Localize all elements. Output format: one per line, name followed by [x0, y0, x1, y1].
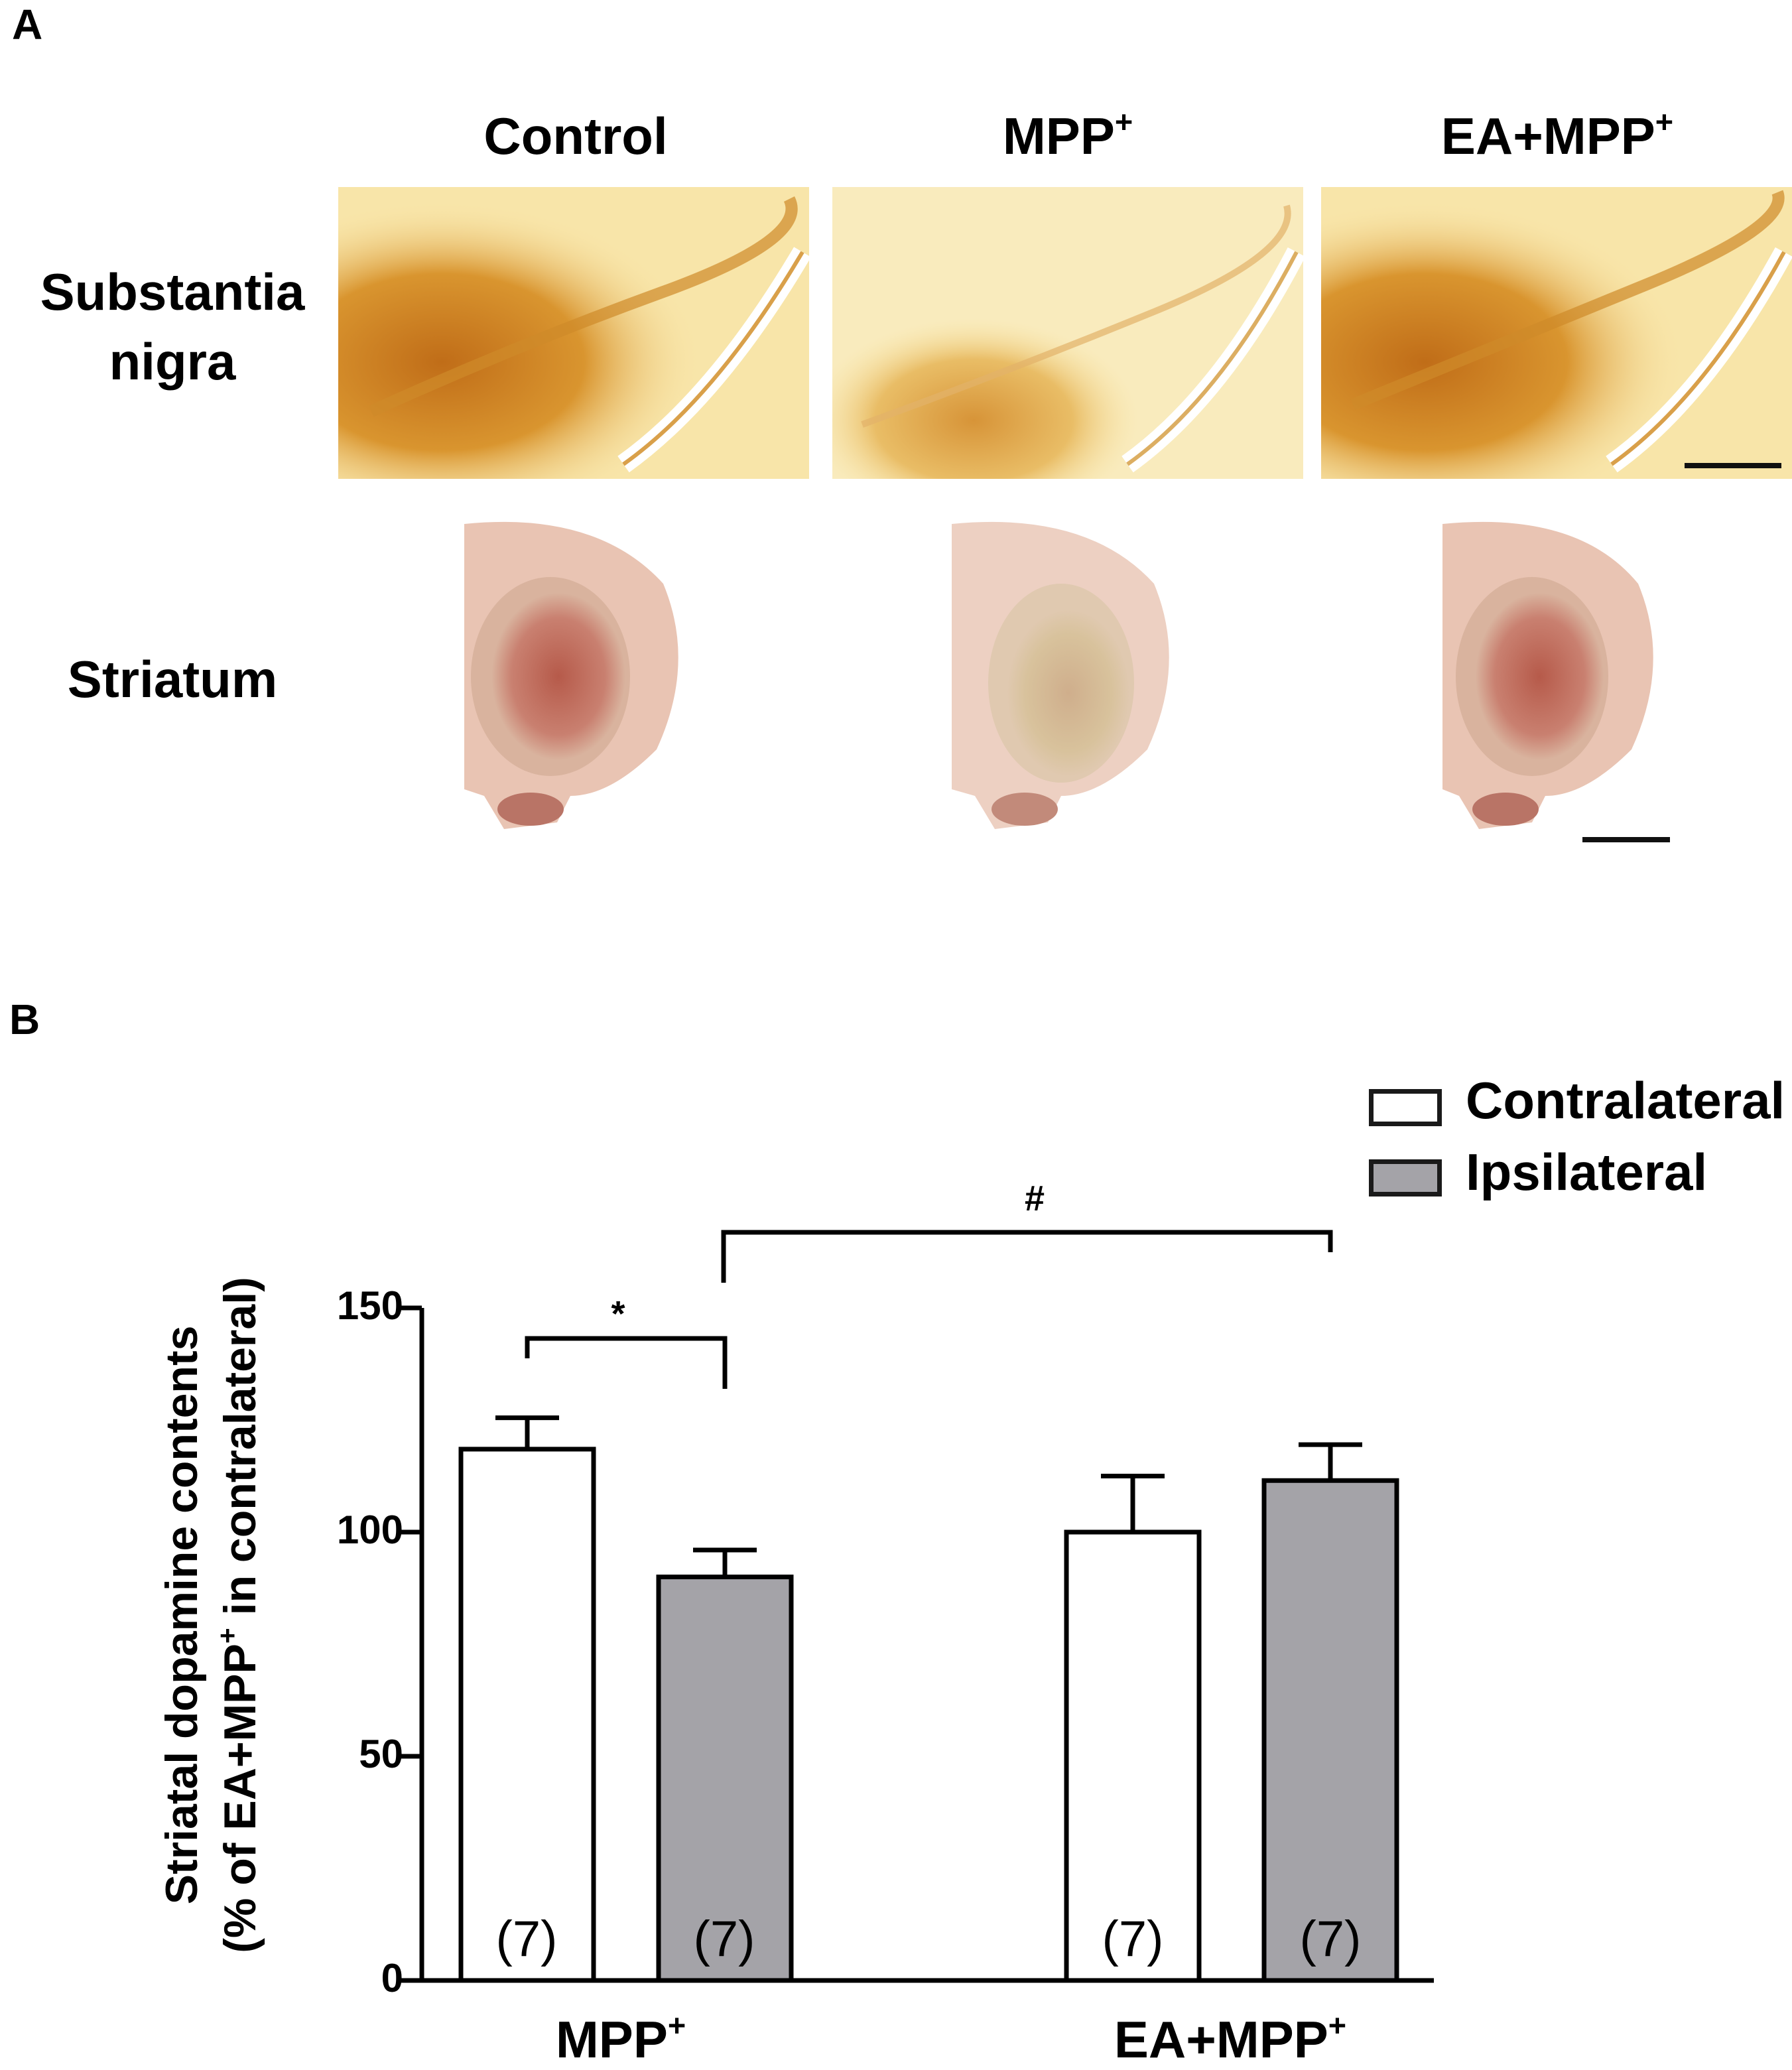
legend-label-contralateral: Contralateral — [1466, 1071, 1785, 1130]
column-title-control: Control — [483, 107, 668, 165]
image-mpp-striatum — [952, 521, 1169, 829]
y-tick-label-0: 0 — [381, 1956, 403, 2000]
bar — [458, 1447, 596, 1983]
significance-bracket-star — [525, 1336, 728, 1389]
row-label-striatum: Striatum — [67, 650, 278, 708]
micrograph-images — [338, 187, 1792, 842]
column-title-ea-mpp: EA+MPP+ — [1440, 104, 1674, 165]
legend-swatch-contralateral — [1369, 1089, 1442, 1126]
legend-swatch-ipsilateral — [1369, 1159, 1442, 1197]
bar-n-label: (7) — [693, 1911, 755, 1967]
x-group-label-ea-mpp: EA+MPP+ — [1114, 2008, 1347, 2069]
image-mpp-substantia-nigra — [832, 187, 1306, 479]
significance-bracket-hash — [721, 1230, 1333, 1283]
scale-bar-striatum — [1582, 837, 1670, 842]
significance-hash: # — [1024, 1179, 1045, 1218]
scale-bar-nigra — [1685, 463, 1781, 468]
bar-n-label: (7) — [1102, 1911, 1164, 1967]
row-label-substantia-nigra: Substantia nigra — [40, 263, 305, 391]
image-ea-mpp-striatum — [1442, 521, 1670, 842]
significance-star: * — [611, 1294, 625, 1334]
bar — [1261, 1478, 1399, 1983]
y-tick-label-150: 150 — [336, 1283, 403, 1328]
legend-label-ipsilateral: Ipsilateral — [1466, 1143, 1708, 1201]
y-tick-label-50: 50 — [359, 1732, 403, 1776]
column-title-mpp: MPP+ — [1002, 104, 1133, 165]
image-ea-mpp-substantia-nigra — [1321, 187, 1792, 479]
y-tick-label-100: 100 — [336, 1508, 403, 1552]
image-control-striatum — [464, 521, 678, 829]
panel-a-letter: A — [12, 1, 43, 48]
bar-n-label: (7) — [1299, 1911, 1362, 1967]
x-group-label-mpp: MPP+ — [555, 2008, 686, 2069]
bar-n-label: (7) — [495, 1911, 558, 1967]
bar — [656, 1575, 794, 1983]
panel-b-letter: B — [9, 996, 40, 1043]
image-control-substantia-nigra — [338, 187, 811, 479]
bar — [1064, 1529, 1202, 1983]
